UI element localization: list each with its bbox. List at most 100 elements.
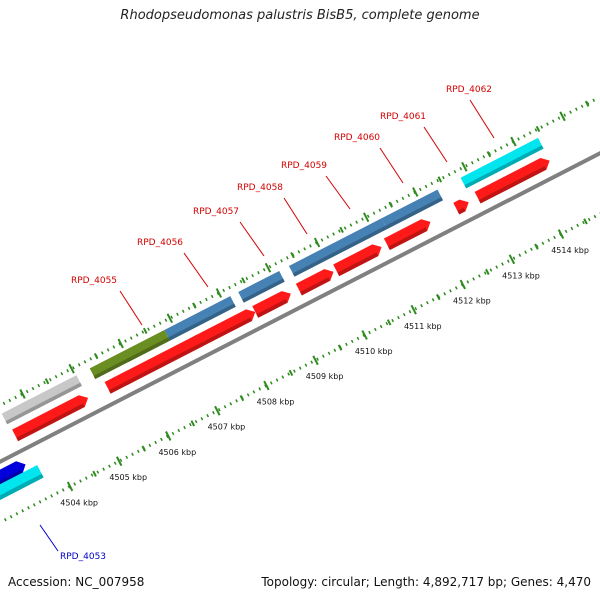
gene-block-rpd4060-shadow xyxy=(385,197,443,230)
gene-block-olive-highlight xyxy=(89,329,167,373)
lower-minor-tick xyxy=(485,268,490,276)
tick-label: 4513 kbp xyxy=(502,271,540,280)
gene-block-rpd4060-body xyxy=(381,189,443,230)
gene-block-gray-highlight xyxy=(1,375,79,418)
gene-block-rpd4056-shadow xyxy=(168,303,236,341)
gene-label-rpd-4053: RPD_4053 xyxy=(60,552,106,562)
gene-block-blue-lower xyxy=(0,461,26,505)
gene-block-olive-shadow xyxy=(93,337,170,380)
cds-red-arrow-6-body xyxy=(333,244,382,277)
gene-label-rpd-4056: RPD_4056 xyxy=(137,238,183,248)
map-title: Rhodopseudomonas palustris BisB5, comple… xyxy=(120,8,480,23)
upper-major-tick xyxy=(19,389,26,399)
gene-block-blue-lower-body xyxy=(0,461,26,505)
cds-red-arrow-8-shadow xyxy=(457,207,466,215)
cds-red-arrow-2 xyxy=(104,334,206,394)
backbone-axis xyxy=(0,151,600,464)
cds-red-arrow-6 xyxy=(333,244,382,277)
upper-minor-tick xyxy=(142,327,148,334)
gene-block-rpd4053-shadow xyxy=(0,473,44,516)
lower-dotted-row xyxy=(4,212,600,522)
gene-block-rpd4056-body xyxy=(164,296,236,341)
cds-red-arrow-9-shadow xyxy=(478,166,547,204)
lower-minor-tick xyxy=(534,243,539,250)
upper-minor-tick xyxy=(388,201,393,208)
lower-major-tick xyxy=(165,431,172,441)
label-layer: 4504 kbp 4505 kbp 4506 kbp 4507 kbp 4508 kbp… xyxy=(39,85,589,562)
cds-red-arrow-7-shadow xyxy=(388,227,428,251)
upper-major-tick xyxy=(362,212,370,223)
upper-major-tick xyxy=(412,187,419,197)
leader-line xyxy=(283,197,308,235)
cds-red-arrow-4-shadow xyxy=(256,299,288,318)
minor-tick-rows xyxy=(0,97,600,522)
gene-label-rpd-4059: RPD_4059 xyxy=(281,161,327,171)
upper-minor-tick xyxy=(93,352,99,360)
cds-red-arrow-1-highlight xyxy=(12,395,81,434)
leader-line xyxy=(183,252,209,288)
upper-minor-tick xyxy=(535,125,541,133)
upper-minor-tick xyxy=(486,151,492,158)
feature-layer xyxy=(0,137,550,516)
cds-red-arrow-6-highlight xyxy=(333,244,375,269)
lower-minor-tick xyxy=(288,369,294,376)
gene-block-blue-lower-highlight xyxy=(0,461,19,497)
gene-block-rpd4062-highlight xyxy=(460,137,540,182)
gene-block-rpd4058-4059 xyxy=(288,218,387,277)
upper-minor-tick xyxy=(241,277,246,284)
gene-block-gray xyxy=(1,375,82,425)
gene-block-rpd4062-body xyxy=(460,137,544,189)
lower-major-tick xyxy=(66,481,74,492)
cds-red-arrow-2-body xyxy=(104,334,206,394)
gene-block-rpd4053-highlight xyxy=(0,465,40,508)
lower-minor-tick xyxy=(141,445,146,452)
upper-minor-tick xyxy=(290,251,295,259)
cds-red-arrow-5 xyxy=(295,269,334,296)
gene-block-rpd4053 xyxy=(0,465,44,516)
upper-minor-tick xyxy=(44,378,50,385)
upper-major-tick xyxy=(559,111,566,122)
lower-minor-tick xyxy=(92,470,97,477)
lower-major-tick xyxy=(508,254,516,265)
cds-red-arrow-8 xyxy=(453,199,469,215)
feature-frame xyxy=(0,137,550,516)
lower-minor-tick xyxy=(239,394,245,402)
upper-major-tick xyxy=(215,288,223,298)
gene-block-rpd4058-4059-highlight xyxy=(288,218,384,270)
tick-label: 4504 kbp xyxy=(60,498,98,507)
cds-red-arrow-3-body xyxy=(194,309,256,348)
cds-red-arrow-8-highlight xyxy=(453,199,462,207)
lower-minor-tick xyxy=(190,420,196,427)
tick-label: 4511 kbp xyxy=(404,322,442,331)
gene-block-rpd4060-highlight xyxy=(381,189,440,223)
tick-label: 4512 kbp xyxy=(453,297,491,306)
cds-red-arrow-5-highlight xyxy=(295,269,327,288)
upper-minor-tick xyxy=(339,226,344,234)
tick-label: 4505 kbp xyxy=(109,473,147,482)
upper-major-tick xyxy=(166,313,173,324)
cds-red-arrow-9 xyxy=(474,158,550,204)
accession-text: Accession: NC_007958 xyxy=(8,575,145,589)
cds-red-arrow-2-highlight xyxy=(104,334,199,387)
gene-block-olive xyxy=(89,329,170,380)
tick-label: 4514 kbp xyxy=(551,246,589,255)
cds-red-arrow-5-body xyxy=(295,269,334,296)
upper-major-tick xyxy=(68,363,75,374)
cds-red-arrow-1-shadow xyxy=(16,403,85,442)
tick-label: 4507 kbp xyxy=(208,423,246,432)
cds-red-arrow-2-shadow xyxy=(108,343,203,394)
cds-red-arrow-5-shadow xyxy=(300,277,331,296)
cds-red-arrow-6-shadow xyxy=(337,252,379,277)
leader-line xyxy=(239,221,265,257)
cds-red-arrow-4 xyxy=(252,291,291,318)
upper-major-tick xyxy=(264,262,272,273)
lower-major-tick xyxy=(214,405,221,416)
lower-major-tick xyxy=(459,279,466,290)
lower-major-tick xyxy=(312,355,319,366)
backbone-line xyxy=(0,151,600,464)
genome-summary-text: Topology: circular; Length: 4,892,717 bp… xyxy=(261,575,591,589)
gene-label-rpd-4057: RPD_4057 xyxy=(193,207,239,217)
gene-label-rpd-4062: RPD_4062 xyxy=(446,85,492,95)
gene-label-rpd-4060: RPD_4060 xyxy=(334,133,380,143)
